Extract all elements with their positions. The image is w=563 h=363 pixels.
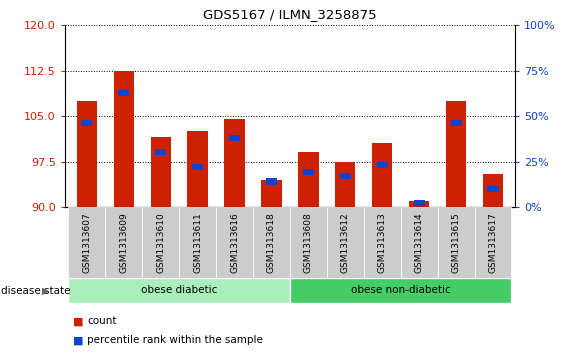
Text: obese non-diabetic: obese non-diabetic bbox=[351, 285, 450, 295]
Bar bbox=[414, 200, 425, 206]
Text: disease state: disease state bbox=[1, 286, 70, 296]
Bar bbox=[290, 278, 511, 303]
Text: GSM1313610: GSM1313610 bbox=[156, 212, 165, 273]
Bar bbox=[225, 119, 245, 207]
Text: GSM1313612: GSM1313612 bbox=[341, 212, 350, 273]
Bar bbox=[303, 170, 314, 175]
Bar bbox=[105, 207, 142, 278]
Bar bbox=[253, 207, 290, 278]
Text: GSM1313607: GSM1313607 bbox=[82, 212, 91, 273]
Text: obese diabetic: obese diabetic bbox=[141, 285, 217, 295]
Bar bbox=[450, 121, 462, 126]
Bar bbox=[335, 162, 355, 207]
Bar bbox=[187, 131, 208, 207]
Text: GSM1313611: GSM1313611 bbox=[193, 212, 202, 273]
Bar bbox=[69, 207, 105, 278]
Bar bbox=[409, 201, 430, 207]
Bar bbox=[340, 173, 351, 179]
Text: percentile rank within the sample: percentile rank within the sample bbox=[87, 335, 263, 346]
Bar bbox=[488, 186, 498, 192]
Bar bbox=[401, 207, 437, 278]
Bar bbox=[364, 207, 401, 278]
Bar bbox=[261, 180, 282, 207]
Bar bbox=[266, 179, 277, 184]
Bar bbox=[179, 207, 216, 278]
Bar bbox=[150, 137, 171, 207]
Text: GSM1313618: GSM1313618 bbox=[267, 212, 276, 273]
Text: ■: ■ bbox=[73, 335, 84, 346]
Text: GSM1313613: GSM1313613 bbox=[378, 212, 387, 273]
Bar bbox=[290, 207, 327, 278]
Bar bbox=[229, 135, 240, 141]
Bar bbox=[216, 207, 253, 278]
Bar bbox=[82, 121, 92, 126]
Bar bbox=[155, 150, 166, 155]
Title: GDS5167 / ILMN_3258875: GDS5167 / ILMN_3258875 bbox=[203, 8, 377, 21]
Bar bbox=[118, 90, 129, 95]
Text: GSM1313609: GSM1313609 bbox=[119, 212, 128, 273]
Bar bbox=[475, 207, 511, 278]
Bar bbox=[114, 71, 134, 207]
Bar bbox=[437, 207, 475, 278]
Bar bbox=[377, 162, 388, 168]
Bar bbox=[446, 101, 466, 207]
Bar bbox=[77, 101, 97, 207]
Text: ■: ■ bbox=[73, 316, 84, 326]
Bar bbox=[298, 152, 319, 207]
Text: GSM1313615: GSM1313615 bbox=[452, 212, 461, 273]
Text: GSM1313608: GSM1313608 bbox=[304, 212, 313, 273]
Bar bbox=[69, 278, 290, 303]
Bar bbox=[372, 143, 392, 207]
Bar bbox=[142, 207, 179, 278]
Bar bbox=[483, 174, 503, 207]
Text: ▶: ▶ bbox=[42, 286, 50, 296]
Text: GSM1313614: GSM1313614 bbox=[415, 212, 424, 273]
Text: count: count bbox=[87, 316, 117, 326]
Bar bbox=[327, 207, 364, 278]
Text: GSM1313617: GSM1313617 bbox=[489, 212, 498, 273]
Bar bbox=[192, 164, 203, 170]
Text: GSM1313616: GSM1313616 bbox=[230, 212, 239, 273]
